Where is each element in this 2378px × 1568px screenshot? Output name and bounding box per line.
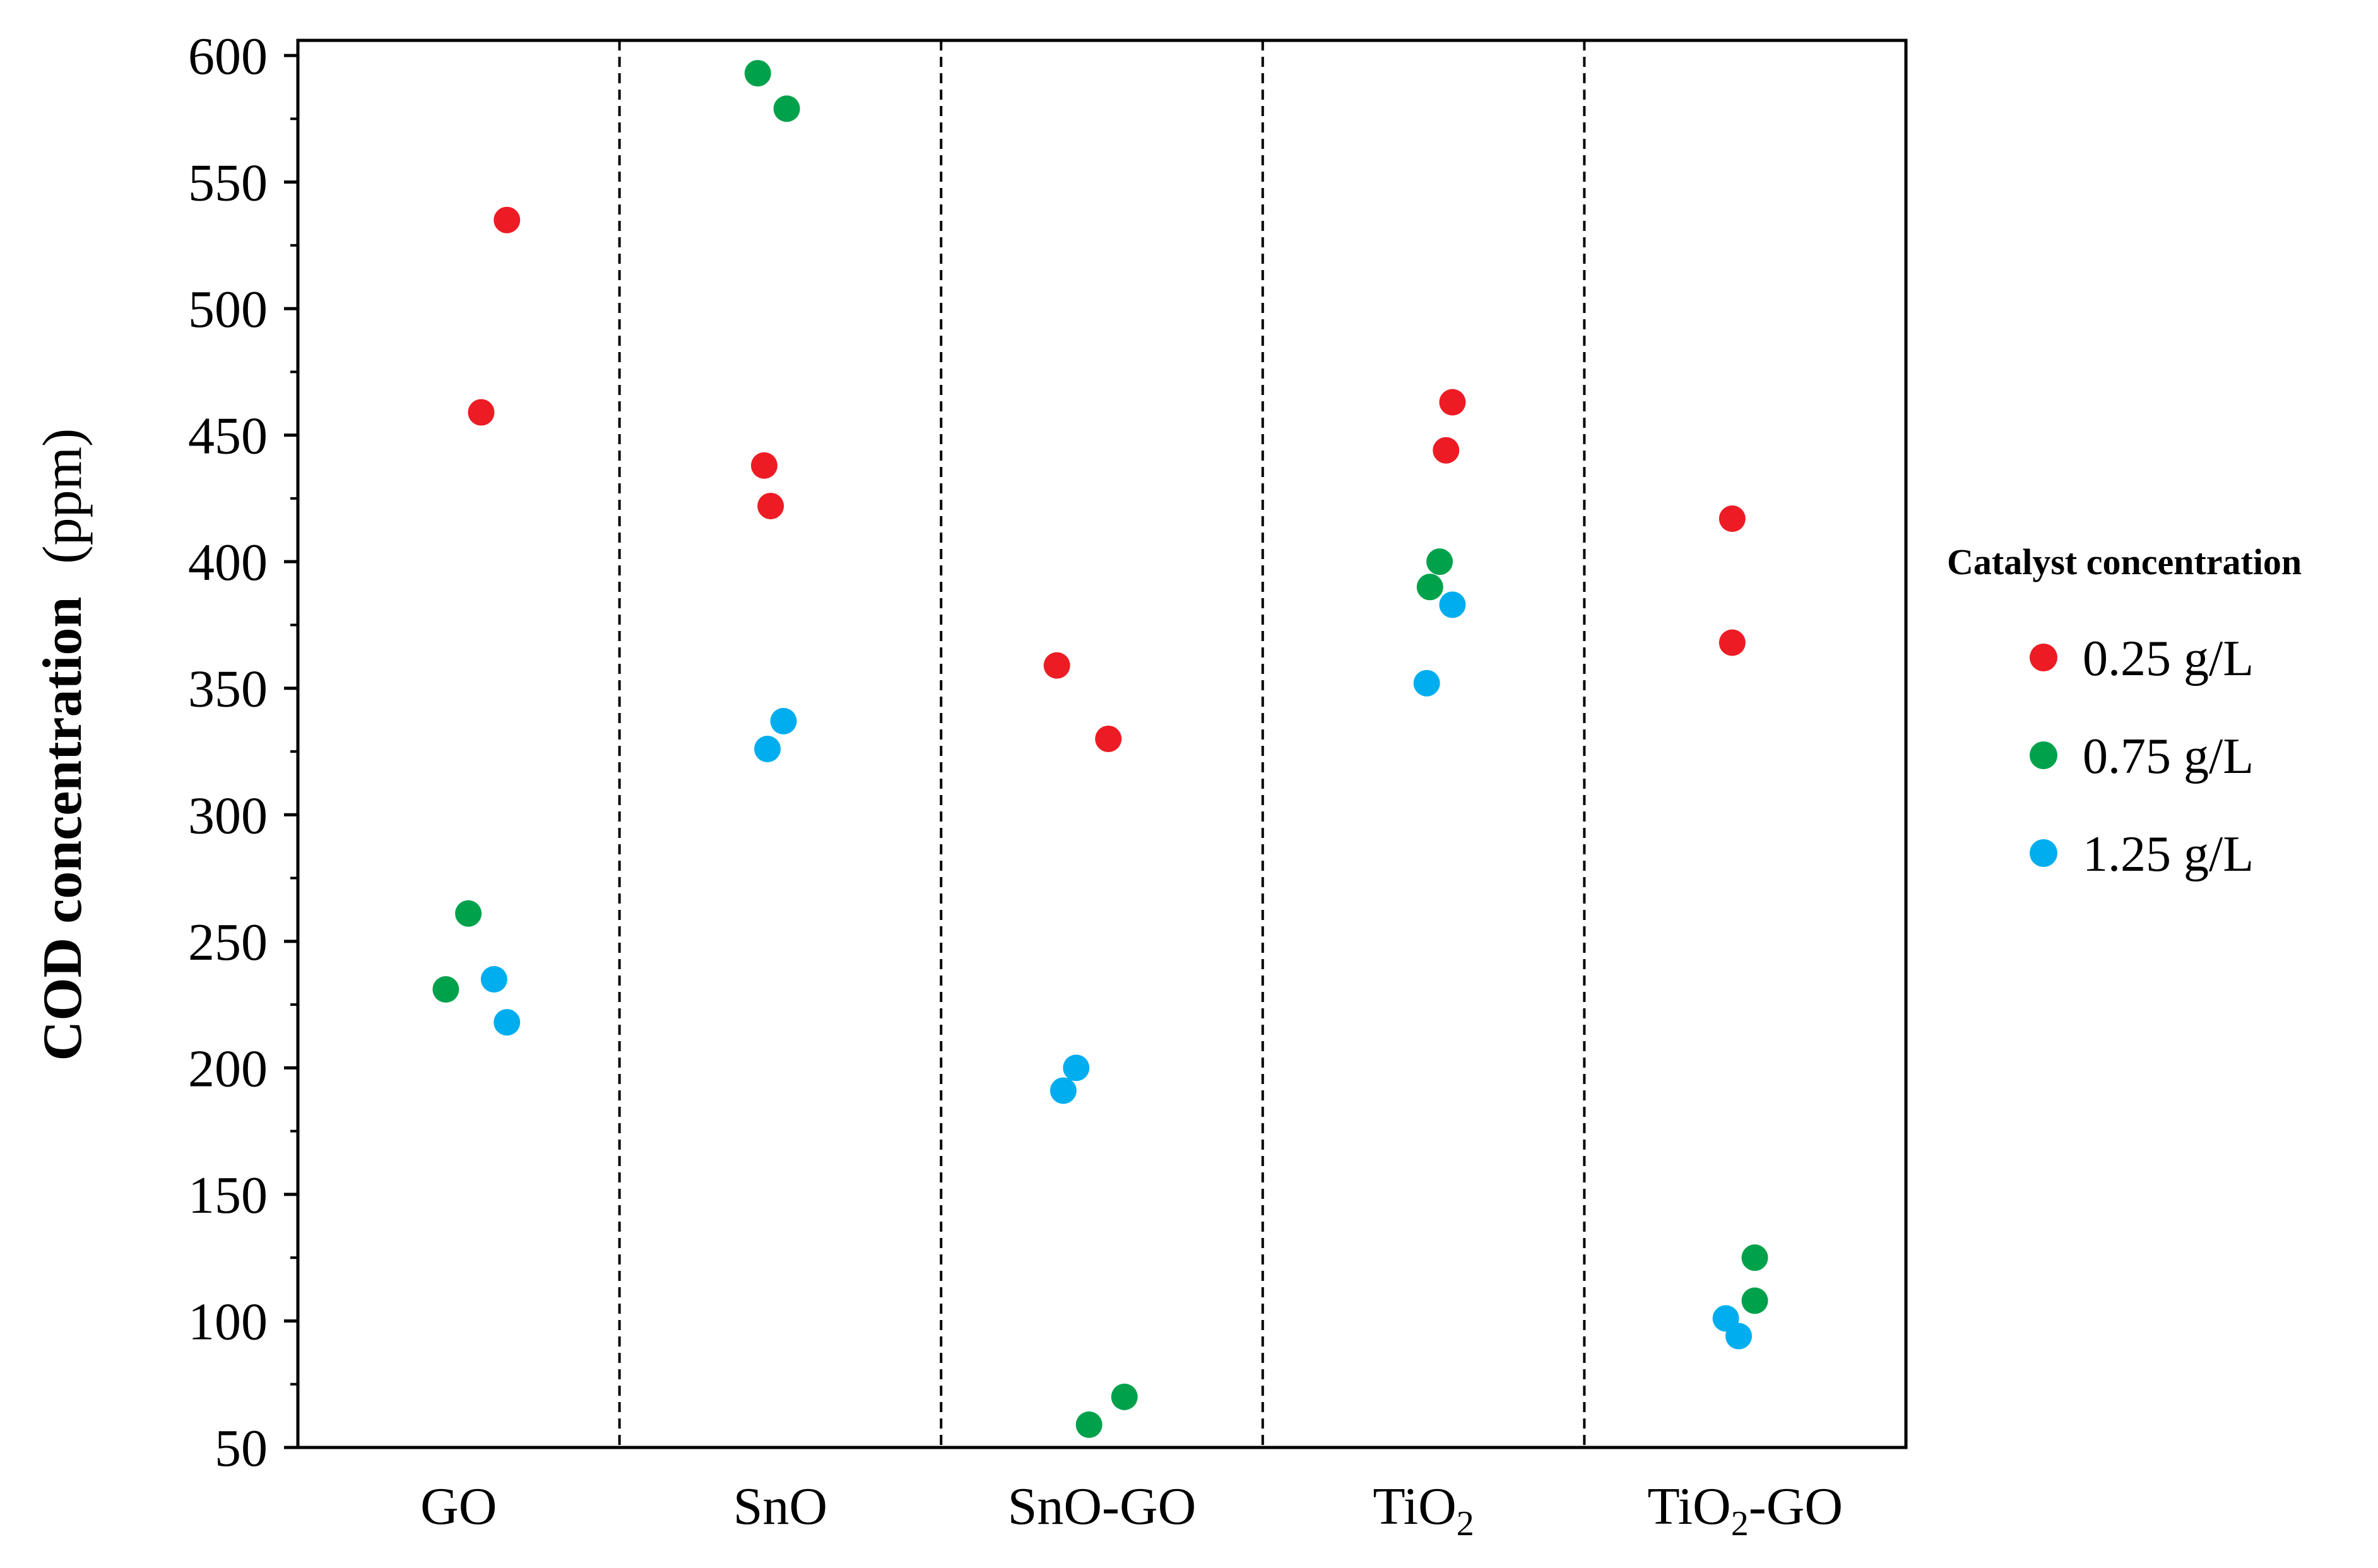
x-category-label-suffix: -GO: [1749, 1477, 1843, 1536]
legend-title: Catalyst concentration: [1947, 541, 2302, 582]
point-1-25-g-L-SnO-GO-5: [1050, 1077, 1077, 1104]
point-0-25-g-L-GO-0: [494, 206, 521, 233]
x-category-label-SnO-GO: SnO-GO: [1008, 1477, 1197, 1536]
legend-marker-1: [2030, 741, 2057, 769]
y-tick-label-350: 350: [188, 660, 268, 719]
point-0-75-g-L-TiO2-7: [1416, 574, 1443, 601]
y-tick-label-100: 100: [188, 1292, 268, 1351]
y-tick-label-550: 550: [188, 154, 268, 213]
point-1-25-g-L-TiO2-7: [1413, 669, 1440, 697]
x-category-label-GO: GO: [420, 1477, 497, 1536]
category-separators: [618, 40, 1586, 1447]
x-category-label-subscript: 2: [1457, 1504, 1474, 1543]
point-1-25-g-L-GO-0: [480, 965, 507, 993]
y-tick-label-250: 250: [188, 913, 268, 972]
x-category-label-text: SnO: [733, 1477, 827, 1536]
y-tick-label-150: 150: [188, 1166, 268, 1225]
point-0-25-g-L-TiO2-7: [1433, 437, 1460, 464]
y-axis-title-main: COD concentration: [32, 597, 93, 1061]
point-1-25-g-L-GO-1: [494, 1009, 521, 1036]
data-points: [432, 60, 1768, 1438]
y-tick-label-500: 500: [188, 280, 268, 339]
point-1-25-g-L-TiO2-GO-9: [1725, 1323, 1753, 1350]
x-category-label-SnO: SnO: [733, 1477, 827, 1536]
x-category-label-text: SnO-GO: [1008, 1477, 1197, 1536]
point-0-25-g-L-SnO-GO-5: [1095, 725, 1122, 752]
y-tick-label-300: 300: [188, 786, 268, 845]
legend-label-2: 1.25 g/L: [2083, 827, 2254, 882]
point-0-75-g-L-SnO-GO-4: [1075, 1411, 1103, 1438]
point-0-75-g-L-TiO2-GO-9: [1741, 1287, 1768, 1314]
y-tick-label-450: 450: [188, 407, 268, 466]
point-0-25-g-L-TiO2-GO-8: [1718, 505, 1746, 532]
legend-label-1: 0.75 g/L: [2083, 729, 2254, 784]
point-0-75-g-L-GO-0: [455, 900, 482, 927]
x-category-label-subscript: 2: [1731, 1504, 1749, 1543]
y-tick-label-200: 200: [188, 1039, 268, 1098]
point-0-25-g-L-TiO2-GO-9: [1718, 629, 1746, 656]
legend-marker-0: [2030, 644, 2057, 671]
point-0-25-g-L-SnO-2: [750, 452, 778, 479]
point-0-25-g-L-TiO2-6: [1439, 389, 1466, 416]
point-0-75-g-L-SnO-3: [773, 95, 800, 122]
y-axis-title-unit: (ppm): [32, 428, 93, 564]
x-category-label-text: GO: [420, 1477, 497, 1536]
y-tick-label-600: 600: [188, 27, 268, 86]
point-0-75-g-L-TiO2-6: [1426, 548, 1453, 575]
point-0-75-g-L-SnO-GO-5: [1111, 1383, 1138, 1410]
point-1-25-g-L-SnO-GO-4: [1063, 1054, 1090, 1082]
y-axis: 50 100 150 200 250 300 350 400 450 500 550 600: [188, 27, 298, 1478]
point-1-25-g-L-SnO-3: [754, 735, 781, 762]
point-0-25-g-L-GO-1: [468, 399, 495, 426]
point-0-25-g-L-SnO-3: [757, 492, 784, 519]
point-0-75-g-L-GO-1: [432, 976, 459, 1003]
legend-label-0: 0.25 g/L: [2083, 631, 2254, 687]
x-category-label-TiO2: TiO2: [1373, 1477, 1474, 1543]
point-0-75-g-L-TiO2-GO-8: [1741, 1244, 1768, 1271]
point-1-25-g-L-SnO-2: [770, 707, 797, 734]
svg-text:COD concentration (ppm: COD concentration (ppm): [32, 428, 93, 1061]
point-1-25-g-L-TiO2-6: [1439, 591, 1466, 618]
x-category-label-text: TiO: [1373, 1477, 1456, 1536]
legend: Catalyst concentration 0.25 g/L 0.75 g/L 1…: [1947, 541, 2302, 882]
legend-marker-2: [2030, 839, 2057, 867]
x-category-label-text: TiO: [1647, 1477, 1730, 1536]
point-0-75-g-L-SnO-2: [744, 60, 771, 87]
plot-frame: [296, 38, 1908, 1449]
x-axis-category-labels: GO SnO SnO-GO TiO2 TiO2-GO: [420, 1477, 1843, 1543]
x-category-label-TiO2-GO: TiO2-GO: [1647, 1477, 1843, 1543]
y-axis-title: COD concentration (ppm): [32, 428, 93, 1061]
y-tick-label-50: 50: [215, 1419, 268, 1478]
y-tick-label-400: 400: [188, 533, 268, 592]
point-0-25-g-L-SnO-GO-4: [1043, 652, 1070, 679]
